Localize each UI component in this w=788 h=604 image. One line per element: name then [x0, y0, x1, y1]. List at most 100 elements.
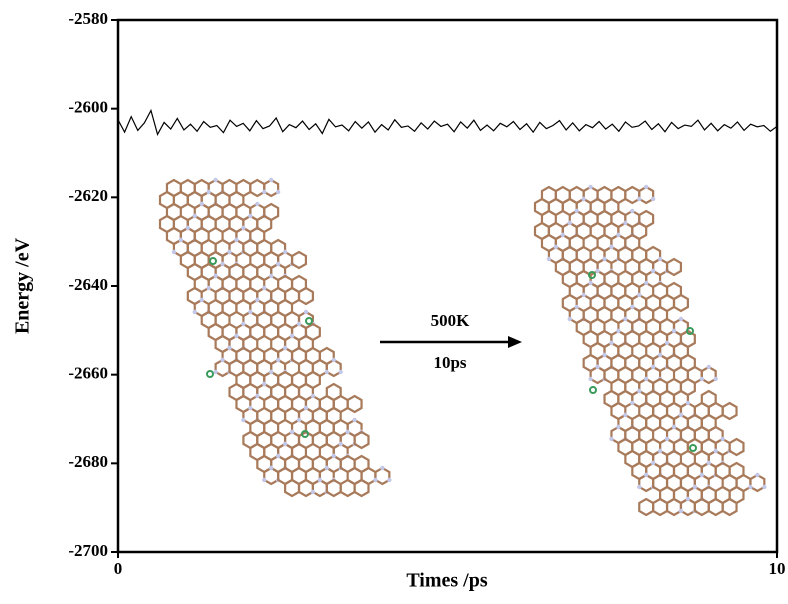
atom [692, 484, 698, 490]
atom [609, 436, 614, 442]
atom [623, 220, 628, 226]
atom [352, 417, 357, 423]
atom [630, 304, 635, 310]
atom [762, 484, 767, 490]
atom [269, 273, 274, 279]
atom [650, 460, 656, 466]
atom [685, 496, 691, 502]
carbon-ring [624, 185, 641, 205]
arrow-head [508, 336, 522, 348]
atom [213, 369, 218, 375]
atom [685, 400, 691, 406]
atom [567, 316, 572, 322]
atom [227, 345, 232, 351]
atom [255, 201, 260, 207]
atom [248, 405, 253, 411]
atom [234, 237, 239, 243]
x-axis-label: Times /ps [406, 570, 488, 592]
y-tick-label: -2660 [68, 364, 108, 383]
atom [178, 237, 184, 243]
carbon-ring [263, 466, 280, 486]
atom [644, 472, 649, 478]
atom [644, 280, 649, 286]
atom [630, 400, 635, 406]
atom [644, 376, 649, 382]
carbon-ring [589, 365, 606, 385]
atom [213, 177, 218, 183]
atom [331, 453, 336, 459]
atom [296, 321, 302, 327]
y-axis-label: Energy /eV [12, 237, 34, 334]
carbon-ring [638, 497, 655, 517]
dopant-atom [589, 386, 597, 394]
annotation: 10ps [433, 353, 466, 372]
carbon-ring [665, 257, 683, 277]
atom [269, 369, 274, 375]
atom [678, 316, 684, 322]
atom [623, 316, 628, 322]
carbon-ring [346, 394, 363, 414]
atom [560, 232, 565, 238]
atom [220, 261, 225, 267]
y-tick-label: -2620 [68, 186, 108, 205]
atom [657, 256, 663, 262]
atom [588, 376, 593, 382]
atom [387, 477, 392, 483]
atom [595, 364, 600, 370]
atom [255, 393, 260, 399]
atom [664, 340, 670, 346]
atom [574, 208, 579, 214]
carbon-ring [311, 478, 328, 498]
y-tick-label: -2700 [68, 541, 108, 560]
carbon-ring [290, 250, 308, 270]
atom [678, 508, 684, 514]
carbon-ring [679, 497, 696, 517]
atom [303, 405, 309, 411]
carbon-ring [297, 478, 314, 498]
atom [275, 261, 281, 267]
atom [713, 448, 718, 454]
atom [657, 352, 663, 358]
atom [671, 328, 677, 334]
atom [282, 441, 288, 447]
atom [220, 357, 225, 363]
atom [574, 304, 579, 310]
atom [581, 196, 586, 202]
atom [637, 388, 642, 394]
atom [602, 352, 607, 358]
atom [289, 333, 295, 339]
x-tick-label: 10 [769, 559, 786, 578]
atom [345, 429, 350, 435]
atom [706, 364, 711, 370]
atom [637, 292, 642, 298]
atom [657, 448, 663, 454]
atom [248, 213, 253, 219]
atom [282, 249, 288, 255]
carbon-ring [693, 497, 710, 517]
atom [637, 196, 642, 202]
atom [567, 220, 572, 226]
atom [192, 213, 197, 219]
atom [282, 345, 288, 351]
atom [275, 357, 281, 363]
atom [255, 297, 260, 303]
annotation: 500K [431, 311, 471, 330]
atom [248, 309, 253, 315]
y-tick-label: -2600 [68, 98, 108, 117]
dopant-atom [301, 430, 309, 438]
carbon-ring [353, 478, 370, 498]
atom [650, 268, 656, 274]
atom [262, 285, 267, 291]
carbon-ring [721, 401, 738, 421]
atom [650, 364, 656, 370]
atom [269, 177, 274, 183]
dopant-atom [689, 444, 697, 452]
atom [199, 297, 204, 303]
atom [588, 280, 593, 286]
atom [637, 484, 642, 490]
atom [699, 472, 704, 478]
atom [227, 249, 232, 255]
atom [338, 369, 343, 375]
carbon-ring [672, 293, 689, 313]
atom [275, 189, 281, 195]
